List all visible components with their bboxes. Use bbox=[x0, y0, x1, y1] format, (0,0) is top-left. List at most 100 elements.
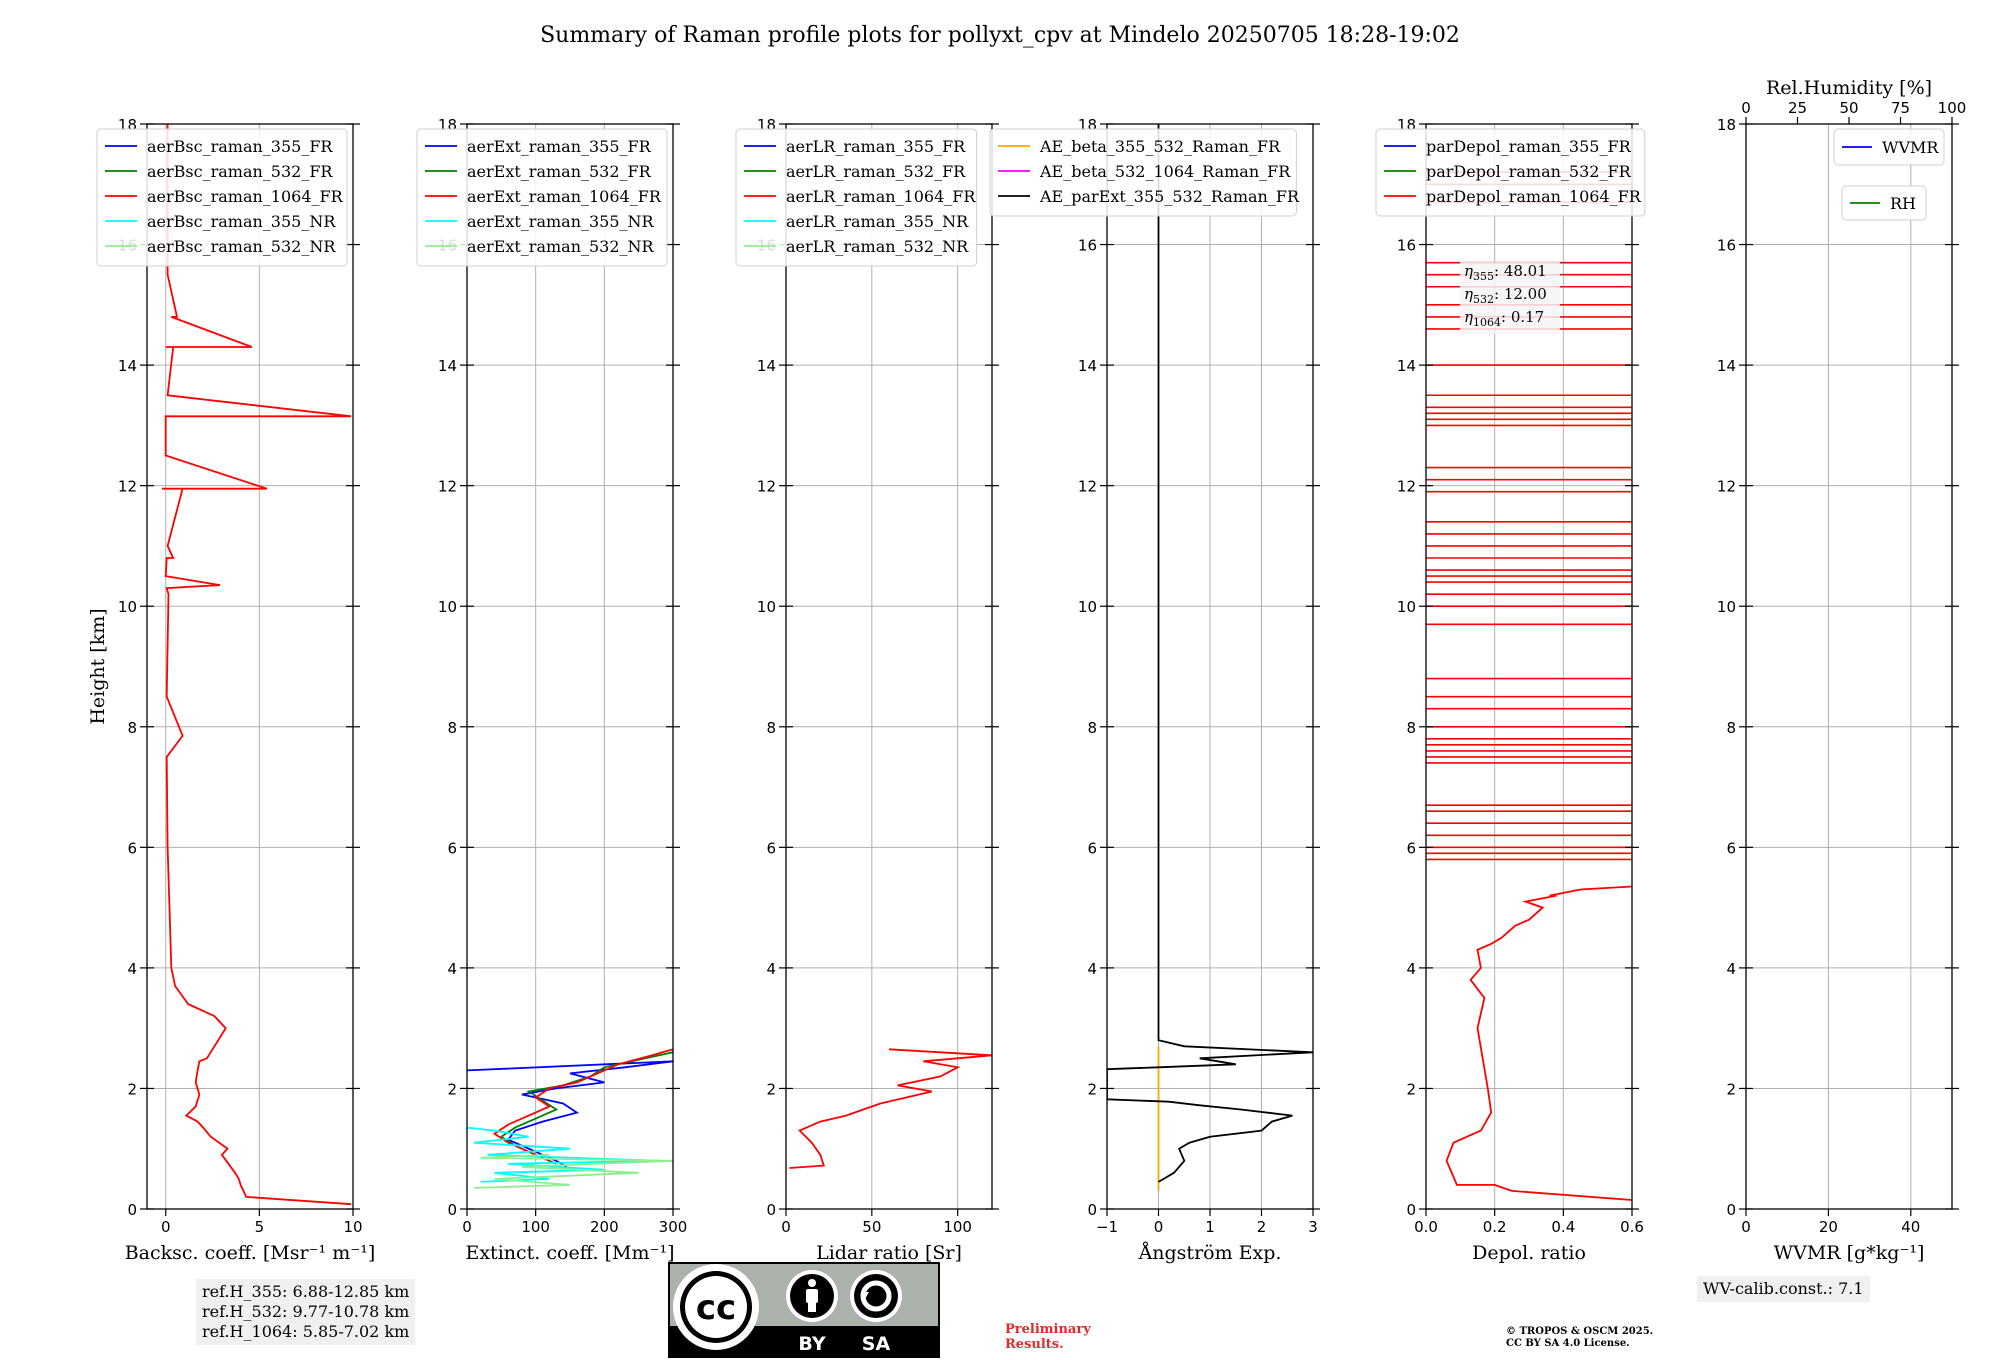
legend-entry: aerExt_raman_355_NR bbox=[467, 212, 655, 231]
top-x-tick-label: 25 bbox=[1788, 99, 1807, 117]
y-tick-label: 10 bbox=[1078, 598, 1097, 616]
top-x-tick-label: 0 bbox=[1741, 99, 1751, 117]
ref-height-355: ref.H_355: 6.88-12.85 km bbox=[202, 1282, 410, 1301]
y-tick-label: 8 bbox=[127, 719, 137, 737]
y-tick-label: 18 bbox=[1717, 116, 1736, 134]
series-line-aerExt_raman_532_NR bbox=[473, 1153, 673, 1189]
x-tick-label: 300 bbox=[659, 1218, 688, 1236]
x-tick-label: 2 bbox=[1257, 1218, 1267, 1236]
y-tick-label: 6 bbox=[447, 839, 457, 857]
y-tick-label: 0 bbox=[1087, 1201, 1097, 1219]
x-tick-label: 0.6 bbox=[1620, 1218, 1644, 1236]
x-axis-label: Backsc. coeff. [Msr⁻¹ m⁻¹] bbox=[125, 1242, 376, 1264]
y-tick-label: 8 bbox=[1726, 719, 1736, 737]
by-person-icon bbox=[786, 1270, 838, 1322]
legend-entry: AE_beta_355_532_Raman_FR bbox=[1039, 137, 1281, 156]
y-tick-label: 4 bbox=[1087, 960, 1097, 978]
cc-by-sa-badge: cc BY SA bbox=[668, 1262, 940, 1358]
y-tick-label: 6 bbox=[127, 839, 137, 857]
series-line-aerExt_raman_355_NR bbox=[467, 1126, 660, 1183]
copyright-line-2: CC BY SA 4.0 License. bbox=[1506, 1338, 1630, 1349]
series-line-AE_parExt_355_532_Raman_FR bbox=[1107, 124, 1313, 1183]
legend-entry: aerBsc_raman_355_FR bbox=[147, 137, 333, 156]
y-tick-label: 14 bbox=[1397, 357, 1416, 375]
x-tick-label: 0 bbox=[1154, 1218, 1164, 1236]
y-tick-label: 8 bbox=[1406, 719, 1416, 737]
legend-entry: aerBsc_raman_355_NR bbox=[147, 212, 336, 231]
y-tick-label: 4 bbox=[447, 960, 457, 978]
figure-title: Summary of Raman profile plots for polly… bbox=[540, 23, 1460, 48]
axes-frame bbox=[1745, 123, 1953, 1210]
y-tick-label: 4 bbox=[1726, 960, 1736, 978]
y-tick-label: 10 bbox=[1717, 598, 1736, 616]
y-tick-label: 10 bbox=[118, 598, 137, 616]
y-tick-label: 14 bbox=[118, 357, 137, 375]
legend-entry: aerLR_raman_355_NR bbox=[786, 212, 969, 231]
wv-calibration-text: WV-calib.const.: 7.1 bbox=[1703, 1279, 1864, 1298]
y-tick-label: 6 bbox=[1406, 839, 1416, 857]
badge-by-label: BY bbox=[798, 1333, 825, 1355]
panel-3: 024681012141618050100Lidar ratio [Sr]aer… bbox=[735, 116, 999, 1264]
plot-area bbox=[1107, 124, 1313, 1191]
series-line-aerExt_raman_1064_FR bbox=[492, 1048, 673, 1162]
y-tick-label: 10 bbox=[438, 598, 457, 616]
series-line-aerExt_raman_355_FR bbox=[467, 1060, 673, 1168]
legend-entry: WVMR bbox=[1882, 138, 1939, 157]
legend-box bbox=[1833, 128, 1945, 166]
legend-entry: RH bbox=[1890, 194, 1916, 213]
legend-entry: aerExt_raman_355_FR bbox=[467, 137, 652, 156]
legend-box bbox=[1841, 185, 1927, 221]
legend-entry: aerLR_raman_532_NR bbox=[786, 237, 969, 256]
x-tick-label: 3 bbox=[1308, 1218, 1318, 1236]
y-tick-label: 10 bbox=[757, 598, 776, 616]
y-tick-label: 12 bbox=[1078, 478, 1097, 496]
y-tick-label: 2 bbox=[1406, 1080, 1416, 1098]
y-tick-label: 0 bbox=[1406, 1201, 1416, 1219]
x-tick-label: 0 bbox=[1741, 1218, 1751, 1236]
x-tick-label: 20 bbox=[1819, 1218, 1838, 1236]
legend-entry: parDepol_raman_1064_FR bbox=[1426, 187, 1642, 206]
x-tick-label: 100 bbox=[521, 1218, 550, 1236]
x-tick-label: −1 bbox=[1096, 1218, 1118, 1236]
y-tick-label: 4 bbox=[766, 960, 776, 978]
top-x-tick-label: 75 bbox=[1891, 99, 1910, 117]
y-tick-label: 2 bbox=[766, 1080, 776, 1098]
y-tick-label: 12 bbox=[438, 478, 457, 496]
legend-entry: aerExt_raman_532_FR bbox=[467, 162, 652, 181]
ref-height-532: ref.H_532: 9.77-10.78 km bbox=[202, 1302, 410, 1321]
legend-entry: aerBsc_raman_1064_FR bbox=[147, 187, 344, 206]
y-tick-label: 16 bbox=[1717, 237, 1736, 255]
cc-logo-text: cc bbox=[696, 1288, 736, 1328]
preliminary-line-1: Preliminary bbox=[1005, 1322, 1091, 1337]
top-axis-label: Rel.Humidity [%] bbox=[1766, 77, 1932, 99]
x-tick-label: 10 bbox=[343, 1218, 362, 1236]
y-tick-label: 4 bbox=[127, 960, 137, 978]
x-tick-label: 100 bbox=[943, 1218, 972, 1236]
y-tick-label: 6 bbox=[1087, 839, 1097, 857]
x-tick-label: 1 bbox=[1205, 1218, 1215, 1236]
x-tick-label: 5 bbox=[255, 1218, 265, 1236]
ref-height-1064: ref.H_1064: 5.85-7.02 km bbox=[202, 1322, 410, 1341]
top-x-tick-label: 50 bbox=[1839, 99, 1858, 117]
y-tick-label: 0 bbox=[447, 1201, 457, 1219]
legend-entry: aerBsc_raman_532_NR bbox=[147, 237, 336, 256]
preliminary-line-2: Results. bbox=[1005, 1337, 1064, 1352]
x-axis-label: Extinct. coeff. [Mm⁻¹] bbox=[465, 1242, 674, 1264]
legend-entry: AE_beta_532_1064_Raman_FR bbox=[1039, 162, 1291, 181]
y-tick-label: 14 bbox=[1078, 357, 1097, 375]
legend-entry: parDepol_raman_355_FR bbox=[1426, 137, 1632, 156]
y-tick-label: 4 bbox=[1406, 960, 1416, 978]
y-tick-label: 14 bbox=[1717, 357, 1736, 375]
x-tick-label: 0 bbox=[781, 1218, 791, 1236]
legend-box bbox=[735, 128, 978, 267]
panel-6: 0 2 4 6 8 10 12 14 16 18 0 20 40 WVMR [g*kg⁻¹] 0 25 50 75… bbox=[1717, 77, 1966, 1264]
legend-entry: parDepol_raman_532_FR bbox=[1426, 162, 1632, 181]
series-line-aerBsc_raman_1064_FR bbox=[162, 124, 352, 1206]
y-axis-label: Height [km] bbox=[87, 608, 109, 724]
x-tick-label: 0.0 bbox=[1414, 1218, 1438, 1236]
y-tick-label: 0 bbox=[127, 1201, 137, 1219]
eta-annotation-532: η532: 12.00 bbox=[1464, 285, 1547, 306]
